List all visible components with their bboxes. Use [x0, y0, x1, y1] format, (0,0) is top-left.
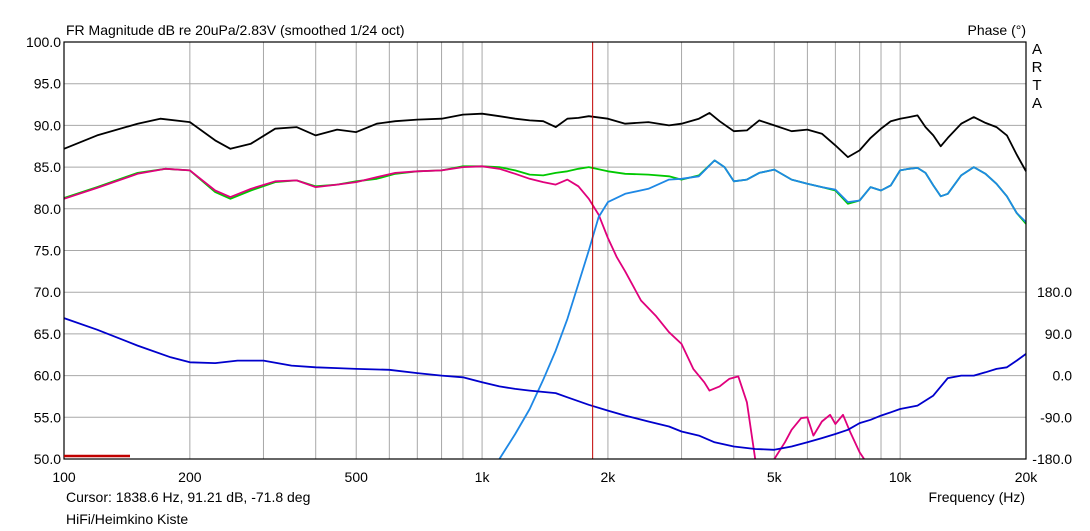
chart-title: FR Magnitude dB re 20uPa/2.83V (smoothed… — [66, 22, 405, 38]
x-tick-label: 2k — [601, 469, 617, 485]
y-tick-label: 65.0 — [34, 326, 61, 342]
y2-tick-label: -180.0 — [1032, 451, 1072, 467]
watermark-letter: T — [1032, 77, 1042, 94]
chart-frame — [63, 41, 1027, 460]
x-tick-label: 5k — [767, 469, 783, 485]
series-line — [498, 159, 1027, 460]
y-tick-label: 80.0 — [34, 201, 61, 217]
arta-watermark: A R T A — [1030, 41, 1044, 113]
chart-grid — [64, 42, 1026, 459]
y-axis-tick-labels: 100.0 95.0 90.0 85.0 80.0 75.0 70.0 65.0 60.0 55.… — [26, 34, 61, 467]
y2-axis-tick-labels: 180.0 90.0 0.0 -90.0 -180.0 — [1032, 284, 1072, 467]
plot-border — [63, 41, 1027, 460]
series-line — [773, 413, 865, 460]
y-tick-label: 75.0 — [34, 243, 61, 259]
watermark-letter: A — [1031, 41, 1042, 58]
x-axis-title: Frequency (Hz) — [928, 489, 1025, 505]
y2-tick-label: -90.0 — [1040, 409, 1072, 425]
x-tick-label: 100 — [52, 469, 76, 485]
y-tick-label: 85.0 — [34, 159, 61, 175]
y-tick-label: 90.0 — [34, 117, 61, 133]
x-tick-label: 10k — [889, 469, 913, 485]
series-line — [63, 112, 1027, 172]
series-line — [63, 165, 757, 460]
y-tick-label: 100.0 — [26, 34, 61, 50]
y2-tick-label: 90.0 — [1045, 326, 1072, 342]
measurement-name: HiFi/Heimkino Kiste — [66, 511, 189, 527]
x-tick-label: 500 — [345, 469, 369, 485]
x-tick-label: 20k — [1015, 469, 1039, 485]
watermark-letter: A — [1031, 95, 1042, 112]
y-tick-label: 95.0 — [34, 76, 61, 92]
y-tick-label: 55.0 — [34, 409, 61, 425]
chart-series-group — [63, 112, 1027, 460]
series-line — [63, 317, 1027, 451]
y-tick-label: 70.0 — [34, 284, 61, 300]
series-line — [63, 159, 1027, 225]
x-tick-label: 1k — [475, 469, 491, 485]
x-axis-tick-labels: 100 200 500 1k 2k 5k 10k 20k — [52, 469, 1038, 485]
watermark-letter: R — [1031, 59, 1043, 76]
x-tick-label: 200 — [178, 469, 202, 485]
phase-axis-title: Phase (°) — [967, 22, 1026, 38]
cursor-readout: Cursor: 1838.6 Hz, 91.21 dB, -71.8 deg — [66, 489, 311, 505]
y-tick-label: 60.0 — [34, 368, 61, 384]
y2-tick-label: 180.0 — [1037, 284, 1072, 300]
y2-tick-label: 0.0 — [1053, 368, 1073, 384]
y-tick-label: 50.0 — [34, 451, 61, 467]
